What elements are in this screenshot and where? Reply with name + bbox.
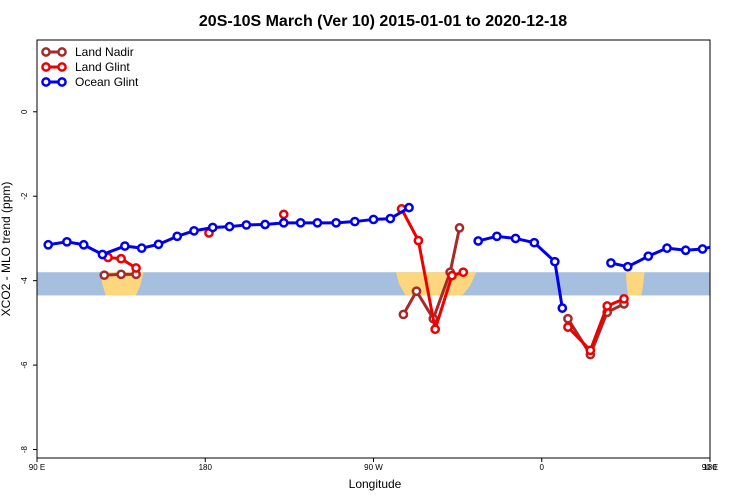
y-tick-label: -6 <box>20 361 29 369</box>
land-glint-point <box>563 322 573 332</box>
land-nadir-point <box>563 313 573 324</box>
land-glint-point <box>602 301 613 311</box>
ocean-glint-point <box>172 231 183 242</box>
ocean-glint-point <box>473 236 484 246</box>
ocean-glint-point <box>207 222 218 233</box>
series-layer <box>43 202 743 360</box>
ocean-glint-point <box>680 245 691 256</box>
land-glint-point <box>619 293 629 304</box>
ocean-glint-point <box>295 217 306 228</box>
legend-marker-land-nadir <box>57 47 67 57</box>
land-glint-line <box>400 208 464 331</box>
x-tick-label: 90 E <box>29 463 45 472</box>
x-axis-label: Longitude <box>349 477 402 491</box>
legend-marker-ocean-glint <box>57 77 67 87</box>
ocean-glint-point <box>736 238 743 245</box>
ocean-glint-point <box>404 202 414 213</box>
land-glint-point <box>413 235 424 246</box>
ocean-glint-point <box>606 258 616 268</box>
chart-title: 20S-10S March (Ver 10) 2015-01-01 to 202… <box>199 13 567 30</box>
y-tick-label: 0 <box>20 109 29 114</box>
x-tick-label: 180 <box>703 463 717 472</box>
ocean-glint-point <box>312 217 323 228</box>
ocean-glint-point <box>260 219 270 230</box>
legend-label-land-nadir: Land Nadir <box>75 45 134 59</box>
ocean-glint-point <box>662 243 672 254</box>
legend-label-ocean-glint: Ocean Glint <box>75 75 139 89</box>
land-glint-line <box>566 297 625 352</box>
ocean-glint-point <box>557 303 568 313</box>
ocean-glint-point <box>278 217 289 228</box>
land-glint-point <box>430 324 441 335</box>
ocean-glint-point <box>349 216 360 227</box>
land-glint-point <box>585 345 596 356</box>
y-tick-label: -8 <box>20 445 29 453</box>
ocean-glint-point <box>385 213 396 224</box>
ocean-glint-point <box>492 231 502 242</box>
legend-marker-land-nadir <box>41 47 51 57</box>
y-tick-label: -2 <box>20 192 29 200</box>
ocean-glint-point <box>120 241 130 251</box>
ocean-glint-point <box>697 244 708 254</box>
map-band <box>37 272 710 296</box>
ocean-glint-point <box>153 239 164 250</box>
ocean-glint-point <box>189 225 199 236</box>
ocean-glint-point <box>43 239 54 250</box>
land-glint-point <box>116 253 126 264</box>
ocean-glint-point <box>331 217 341 228</box>
x-tick-label: 90 E <box>702 463 718 472</box>
ocean-glint-point <box>224 221 235 232</box>
land-nadir-point <box>99 270 110 281</box>
legend-label-land-glint: Land Glint <box>75 60 130 74</box>
land-glint-point <box>447 270 457 281</box>
ocean-glint-line <box>610 245 710 269</box>
y-axis-label: XCO2 - MLO trend (ppm) <box>0 182 13 317</box>
x-tick-label: 0 <box>540 463 545 472</box>
ocean-glint-point <box>510 233 521 244</box>
ocean-glint-point <box>622 261 633 272</box>
land-mass <box>100 272 144 296</box>
land-nadir-point <box>454 223 465 233</box>
land-glint-point <box>278 209 289 220</box>
ocean-band <box>37 272 710 296</box>
ocean-glint-point <box>78 239 89 250</box>
ocean-glint-point <box>529 237 540 248</box>
y-tick-label: -4 <box>20 277 29 285</box>
land-nadir-point <box>398 309 409 320</box>
land-nadir-line <box>566 302 625 357</box>
ocean-glint-point <box>62 236 72 247</box>
x-tick-label: 90 W <box>364 463 383 472</box>
land-nadir-point <box>116 269 126 280</box>
land-nadir-point <box>411 286 422 297</box>
land-mass <box>625 272 645 296</box>
ocean-glint-point <box>241 220 252 230</box>
ocean-glint-point <box>549 256 560 267</box>
ocean-glint-point <box>368 214 379 225</box>
land-glint-point <box>458 267 469 278</box>
ocean-glint-point <box>718 241 725 248</box>
y-axis: 0 -2 -4 -6 -8 <box>20 109 37 453</box>
x-tick-label: 180 <box>199 463 213 472</box>
legend-marker-land-glint <box>57 62 67 72</box>
legend-marker-land-glint <box>41 62 51 72</box>
land-glint-point <box>131 263 141 273</box>
ocean-glint-point <box>643 251 654 262</box>
legend-marker-ocean-glint <box>41 77 51 87</box>
ocean-glint-point <box>97 249 108 260</box>
ocean-glint-point <box>136 243 147 254</box>
